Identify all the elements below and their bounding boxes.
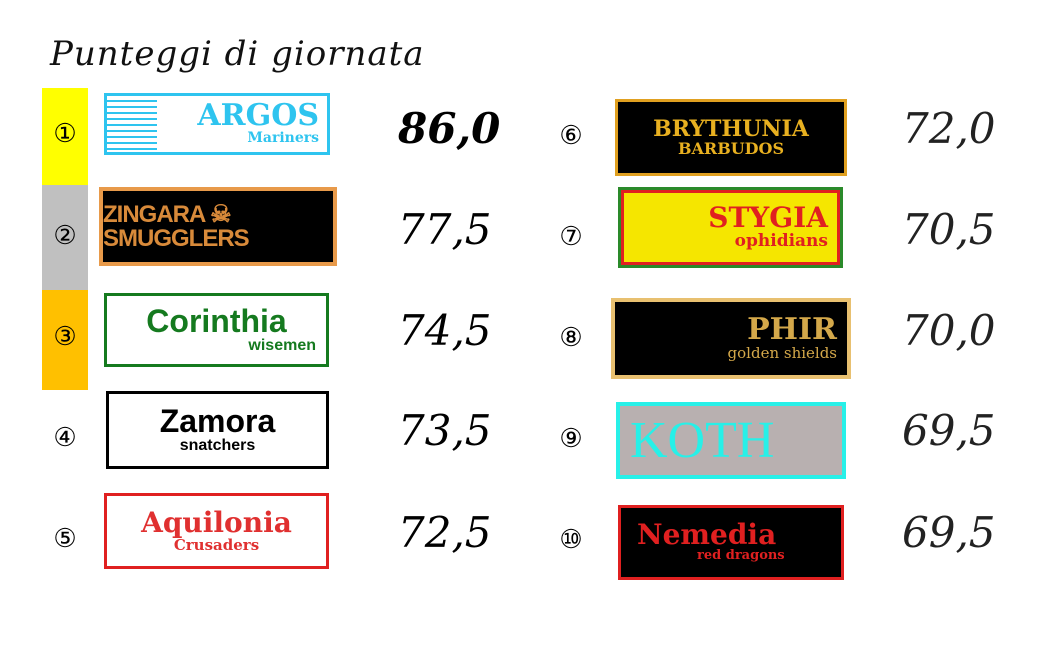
score: 69,5 [902, 406, 996, 455]
score: 86,0 [398, 104, 501, 153]
team-logo-corinthia: Corinthia wisemen [104, 293, 329, 367]
team-logo-argos: ARGOS Mariners [104, 93, 330, 155]
rank-badge: ③ [53, 322, 77, 352]
page-title: Punteggi di giornata [50, 34, 425, 74]
team-logo-brythunia: BRYTHUNIA BARBUDOS [615, 99, 847, 176]
second-place-band [42, 185, 88, 290]
rank-badge: ④ [53, 423, 77, 453]
rank-badge: ⑩ [559, 525, 583, 555]
team-logo-zamora: Zamora snatchers [106, 391, 329, 469]
score: 72,0 [902, 104, 996, 153]
rank-badge: ⑨ [559, 424, 583, 454]
score: 73,5 [398, 406, 492, 455]
rank-badge: ⑤ [53, 524, 77, 554]
team-logo-phir: PHIR golden shields [611, 298, 851, 379]
score: 69,5 [902, 508, 996, 557]
rank-badge: ⑧ [559, 323, 583, 353]
score: 72,5 [398, 508, 492, 557]
team-logo-koth: KOTH [616, 402, 846, 479]
score: 74,5 [398, 306, 492, 355]
rank-badge: ⑥ [559, 121, 583, 151]
first-place-band [42, 88, 88, 185]
rank-badge: ② [53, 221, 77, 251]
score: 77,5 [398, 205, 492, 254]
team-logo-nemedia: Nemedia red dragons [618, 505, 844, 580]
team-logo-aquilonia: Aquilonia Crusaders [104, 493, 329, 569]
rank-badge: ① [53, 119, 77, 149]
score: 70,5 [902, 205, 996, 254]
third-place-band [42, 290, 88, 390]
score: 70,0 [902, 306, 996, 355]
team-logo-stygia: STYGIA ophidians [618, 187, 843, 268]
team-logo-zingara: ZINGARA ☠ SMUGGLERS [99, 187, 337, 266]
rank-badge: ⑦ [559, 222, 583, 252]
